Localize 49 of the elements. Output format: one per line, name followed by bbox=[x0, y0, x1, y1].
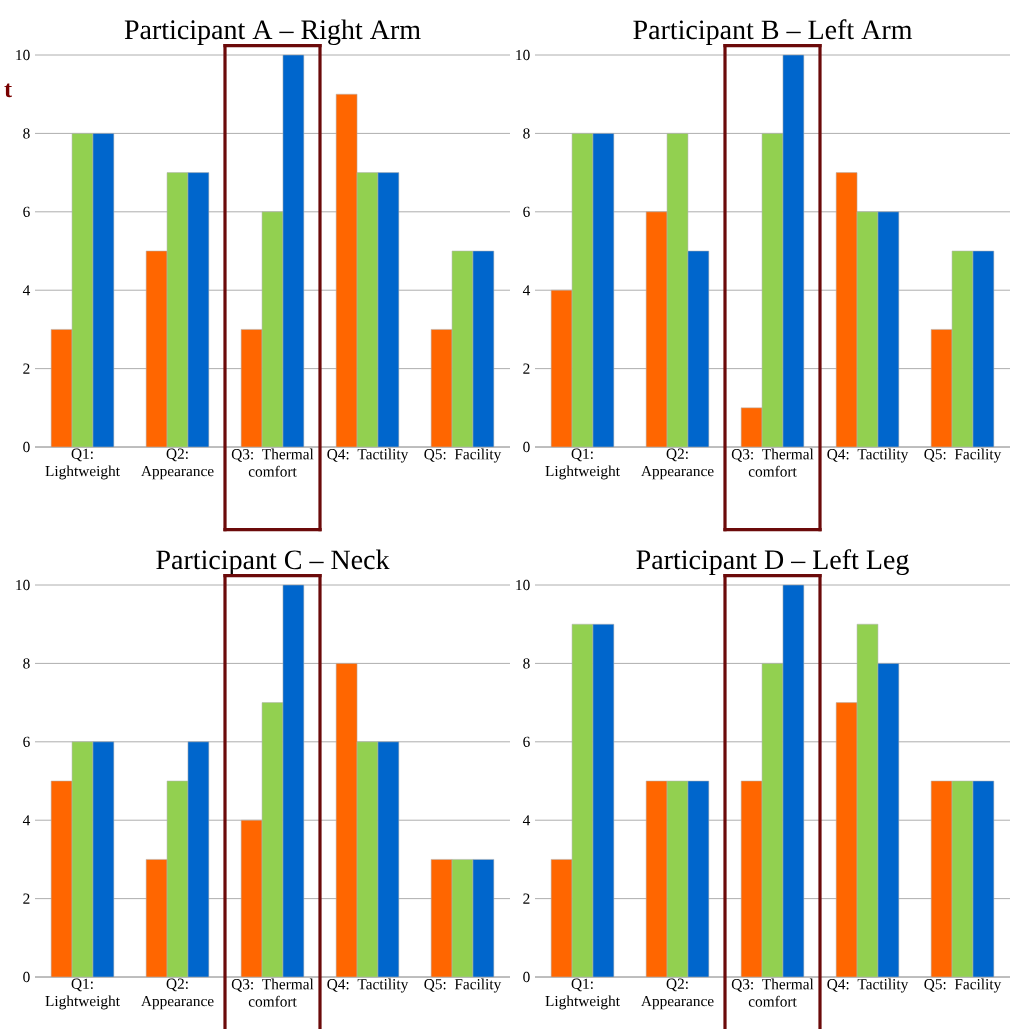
y-tick-label: 4 bbox=[522, 815, 531, 826]
x-tick-label: Q1: Lightweight bbox=[45, 978, 120, 1010]
y-tick-label: 8 bbox=[23, 658, 30, 669]
y-tick-label: 8 bbox=[23, 128, 30, 139]
y-tick-label: 6 bbox=[23, 736, 30, 747]
x-tick-label: Q5: Facility bbox=[924, 448, 1002, 463]
x-tick-label: Q5: Facility bbox=[424, 978, 502, 993]
y-tick-label: 0 bbox=[523, 971, 530, 983]
chart-title: Participant B – Left Arm bbox=[633, 19, 913, 45]
x-tick-label: Q3: Thermal comfort bbox=[731, 978, 814, 1007]
y-tick-label: 2 bbox=[23, 363, 30, 374]
text: t bbox=[4, 83, 12, 98]
x-tick-label: Q4: Tactility bbox=[327, 448, 409, 463]
y-tick-label: 10 bbox=[16, 49, 30, 61]
x-tick-label: Q4: Tactility bbox=[827, 978, 909, 993]
x-tick-label: Q4: Tactility bbox=[827, 448, 909, 463]
y-tick-label: 4 bbox=[522, 285, 531, 296]
x-tick-label: Q5: Facility bbox=[924, 978, 1002, 993]
chart-title: Participant A – Right Arm bbox=[124, 19, 421, 45]
y-tick-label: 0 bbox=[23, 441, 30, 453]
y-tick-label: 10 bbox=[516, 49, 530, 61]
chart-title: Participant C – Neck bbox=[156, 549, 390, 575]
y-tick-label: 2 bbox=[523, 893, 530, 904]
y-tick-label: 8 bbox=[523, 128, 530, 139]
x-tick-label: Q3: Thermal comfort bbox=[231, 448, 314, 477]
x-tick-label: Q2: Appearance bbox=[141, 978, 214, 1010]
x-tick-label: Q4: Tactility bbox=[327, 978, 409, 993]
y-tick-label: 4 bbox=[22, 285, 31, 296]
y-tick-label: 2 bbox=[523, 363, 530, 374]
y-tick-label: 0 bbox=[523, 441, 530, 453]
x-tick-label: Q3: Thermal comfort bbox=[731, 448, 814, 477]
y-tick-label: 10 bbox=[516, 579, 530, 591]
y-tick-label: 4 bbox=[22, 815, 31, 826]
y-tick-label: 6 bbox=[523, 736, 530, 747]
x-tick-label: Q1: Lightweight bbox=[45, 448, 120, 480]
x-tick-label: Q1: Lightweight bbox=[545, 448, 620, 480]
x-tick-label: Q3: Thermal comfort bbox=[231, 978, 314, 1007]
x-tick-label: Q2: Appearance bbox=[641, 448, 714, 480]
x-tick-label: Q1: Lightweight bbox=[545, 978, 620, 1010]
y-tick-label: 2 bbox=[23, 893, 30, 904]
x-tick-label: Q2: Appearance bbox=[141, 448, 214, 480]
y-tick-label: 8 bbox=[523, 658, 530, 669]
y-tick-label: 6 bbox=[523, 206, 530, 217]
y-tick-label: 10 bbox=[16, 579, 30, 591]
y-tick-label: 6 bbox=[23, 206, 30, 217]
y-tick-label: 0 bbox=[23, 971, 30, 983]
chart-title: Participant D – Left Leg bbox=[636, 549, 909, 575]
x-tick-label: Q5: Facility bbox=[424, 448, 502, 463]
x-tick-label: Q2: Appearance bbox=[641, 978, 714, 1010]
